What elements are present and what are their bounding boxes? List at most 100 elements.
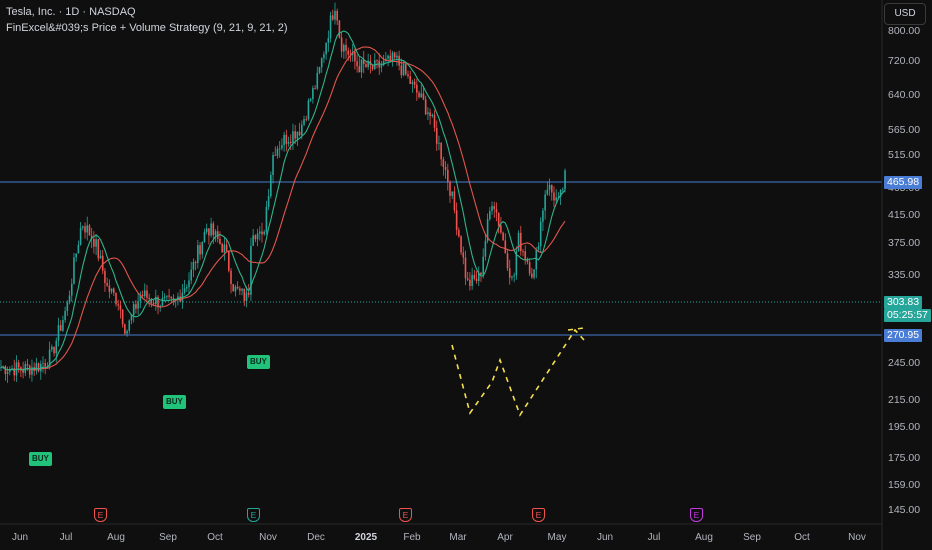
candle-body[interactable]	[307, 100, 310, 120]
candle-body[interactable]	[84, 226, 86, 233]
candle-body[interactable]	[289, 141, 292, 144]
candle-body[interactable]	[97, 239, 100, 259]
candle-body[interactable]	[126, 330, 128, 334]
candle-body[interactable]	[358, 66, 361, 73]
symbol-title[interactable]: Tesla, Inc. · 1D · NASDAQ	[6, 6, 136, 18]
candle-body[interactable]	[283, 134, 285, 146]
candle-body[interactable]	[201, 242, 204, 255]
candle-body[interactable]	[387, 55, 389, 59]
candle-body[interactable]	[62, 319, 64, 331]
candle-body[interactable]	[252, 235, 254, 246]
candle-body[interactable]	[188, 280, 190, 288]
candle-body[interactable]	[559, 190, 562, 197]
candle-body[interactable]	[124, 324, 126, 334]
candle-body[interactable]	[51, 346, 53, 350]
earnings-marker-icon[interactable]: E	[247, 508, 260, 522]
candle-body[interactable]	[477, 272, 480, 282]
candle-body[interactable]	[152, 302, 155, 305]
candle-body[interactable]	[210, 223, 212, 236]
candle-body[interactable]	[486, 219, 489, 241]
candle-body[interactable]	[564, 170, 566, 190]
candle-body[interactable]	[453, 191, 456, 211]
candle-body[interactable]	[462, 252, 465, 258]
candle-body[interactable]	[197, 245, 199, 264]
candle-body[interactable]	[267, 196, 270, 207]
candle-body[interactable]	[22, 370, 24, 373]
candle-body[interactable]	[208, 228, 210, 236]
candle-body[interactable]	[442, 159, 445, 167]
candle-body[interactable]	[66, 302, 69, 312]
candle-body[interactable]	[471, 274, 473, 286]
candle-body[interactable]	[117, 304, 120, 306]
candle-body[interactable]	[504, 240, 507, 254]
candle-body[interactable]	[347, 50, 350, 55]
candle-body[interactable]	[356, 61, 358, 67]
candle-body[interactable]	[438, 142, 440, 144]
candle-body[interactable]	[86, 225, 89, 233]
candle-body[interactable]	[163, 296, 166, 298]
candle-body[interactable]	[511, 276, 513, 278]
candle-body[interactable]	[6, 372, 9, 374]
candle-body[interactable]	[155, 296, 157, 305]
candle-body[interactable]	[150, 298, 153, 303]
candle-body[interactable]	[128, 320, 131, 331]
candle-body[interactable]	[64, 311, 66, 320]
candle-body[interactable]	[276, 148, 279, 156]
candle-body[interactable]	[223, 244, 226, 253]
candle-body[interactable]	[475, 278, 478, 282]
candle-body[interactable]	[345, 45, 347, 51]
candle-body[interactable]	[427, 112, 429, 115]
candle-body[interactable]	[177, 296, 179, 299]
candle-body[interactable]	[531, 273, 533, 278]
candle-body[interactable]	[449, 181, 451, 196]
candle-body[interactable]	[256, 233, 259, 240]
candle-body[interactable]	[334, 10, 336, 20]
candle-body[interactable]	[296, 131, 299, 139]
candle-body[interactable]	[48, 349, 51, 367]
candle-body[interactable]	[524, 251, 527, 260]
candle-body[interactable]	[28, 365, 31, 375]
candle-body[interactable]	[533, 269, 535, 278]
candle-body[interactable]	[409, 76, 411, 85]
candle-body[interactable]	[101, 255, 104, 271]
candle-body[interactable]	[121, 309, 124, 325]
candle-body[interactable]	[148, 297, 150, 299]
candle-body[interactable]	[480, 272, 482, 275]
candle-body[interactable]	[497, 212, 500, 226]
candle-body[interactable]	[82, 226, 84, 228]
candle-body[interactable]	[31, 367, 33, 375]
candle-body[interactable]	[411, 81, 414, 85]
candle-body[interactable]	[519, 232, 522, 252]
buy-signal-label[interactable]: BUY	[29, 452, 52, 466]
candle-body[interactable]	[132, 304, 135, 316]
candle-body[interactable]	[508, 268, 511, 278]
candle-body[interactable]	[555, 197, 557, 201]
candle-body[interactable]	[303, 119, 305, 125]
earnings-marker-icon[interactable]: E	[399, 508, 412, 522]
candle-body[interactable]	[143, 290, 146, 297]
candle-body[interactable]	[212, 223, 215, 236]
candle-body[interactable]	[185, 287, 188, 289]
candle-body[interactable]	[35, 363, 38, 372]
candle-body[interactable]	[73, 257, 75, 284]
candle-body[interactable]	[360, 59, 363, 73]
candle-body[interactable]	[526, 259, 529, 263]
candle-body[interactable]	[548, 184, 551, 190]
candle-body[interactable]	[234, 286, 237, 292]
candle-body[interactable]	[68, 295, 71, 303]
candle-body[interactable]	[183, 288, 186, 293]
candle-body[interactable]	[245, 292, 248, 301]
candle-body[interactable]	[391, 52, 394, 61]
candle-body[interactable]	[53, 346, 55, 354]
candle-body[interactable]	[236, 286, 239, 289]
candle-body[interactable]	[323, 54, 325, 59]
candle-body[interactable]	[539, 221, 542, 247]
candle-body[interactable]	[444, 166, 447, 170]
indicator-legend[interactable]: FinExcel&#039;s Price + Volume Strategy …	[6, 22, 288, 34]
candle-body[interactable]	[301, 124, 303, 136]
candle-body[interactable]	[44, 363, 47, 367]
candle-body[interactable]	[272, 154, 274, 175]
candle-body[interactable]	[88, 225, 91, 236]
candle-body[interactable]	[320, 58, 323, 68]
candle-body[interactable]	[537, 246, 540, 250]
